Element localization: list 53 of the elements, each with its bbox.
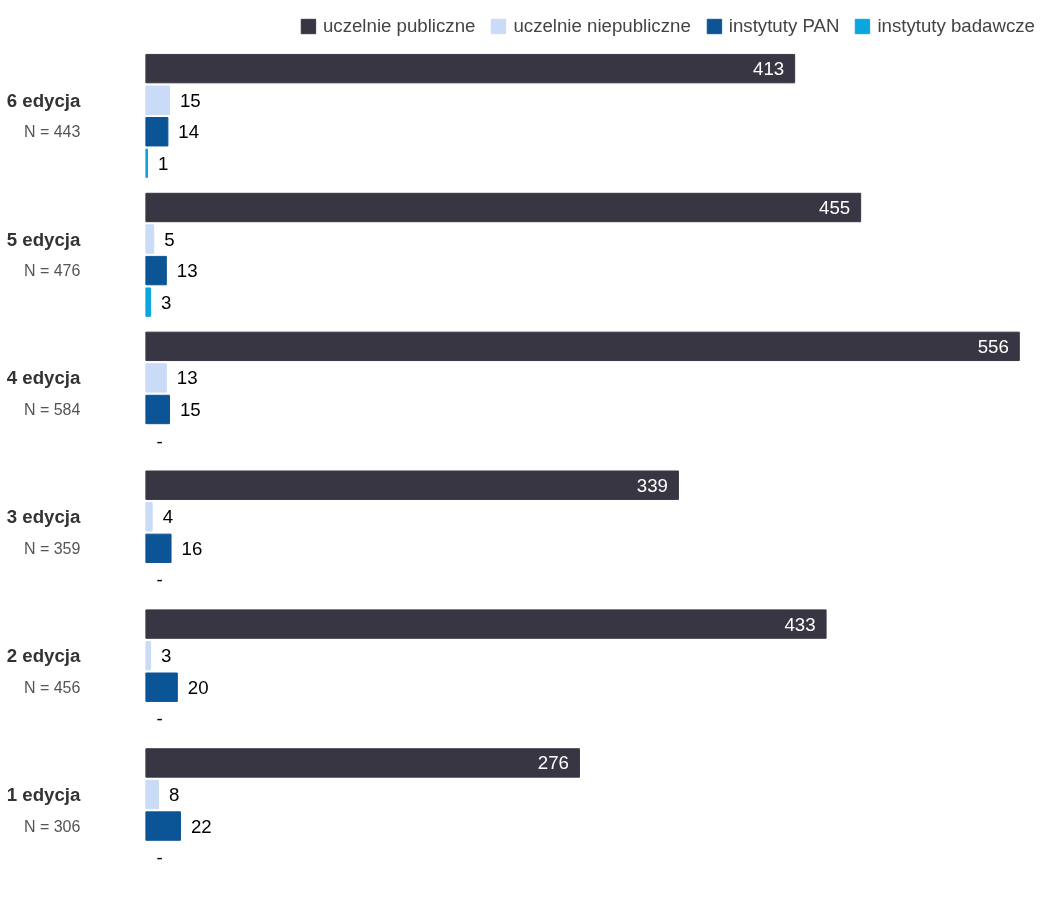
data-label: 4 bbox=[162, 506, 174, 528]
bar bbox=[145, 748, 580, 778]
data-label: 5 bbox=[164, 228, 175, 250]
bar bbox=[145, 394, 170, 425]
bar bbox=[145, 811, 181, 841]
data-label: 15 bbox=[179, 398, 201, 420]
bar bbox=[145, 672, 178, 702]
data-label: 455 bbox=[819, 196, 851, 218]
bar bbox=[145, 470, 679, 500]
bar bbox=[145, 53, 796, 84]
bar bbox=[145, 331, 1020, 362]
data-label: 20 bbox=[187, 676, 209, 698]
bar bbox=[145, 224, 155, 254]
data-label: 16 bbox=[181, 537, 203, 559]
legend-label: uczelnie niepubliczne bbox=[513, 15, 691, 37]
text: - bbox=[156, 430, 163, 452]
data-label: 556 bbox=[977, 335, 1009, 357]
bar bbox=[145, 533, 172, 564]
y-tick-label: 1 edycja N = 306 bbox=[6, 784, 82, 835]
bar bbox=[145, 779, 159, 810]
bar bbox=[145, 192, 862, 223]
bar bbox=[145, 363, 167, 393]
y-tick-label: 6 edycja N = 443 bbox=[6, 89, 82, 141]
y-tick-label: 2 edycja N = 456 bbox=[6, 645, 82, 696]
data-label: 433 bbox=[784, 613, 816, 635]
data-label: 3 bbox=[161, 645, 172, 667]
legend-label: uczelnie publiczne bbox=[322, 15, 476, 37]
legend-label: instytuty PAN bbox=[728, 15, 840, 37]
bar bbox=[145, 640, 152, 671]
data-label: 22 bbox=[190, 815, 212, 837]
data-label: 1 bbox=[157, 152, 169, 174]
text: - bbox=[156, 708, 163, 730]
bar bbox=[145, 85, 170, 115]
data-label: 339 bbox=[636, 474, 668, 496]
y-tick-label: 3 edycja N = 359 bbox=[6, 506, 82, 557]
data-label: 13 bbox=[176, 367, 198, 389]
bar bbox=[145, 117, 169, 147]
text: - bbox=[156, 569, 163, 591]
y-tick-label: 4 edycja N = 584 bbox=[6, 367, 82, 418]
data-label: 14 bbox=[178, 121, 200, 143]
text: - bbox=[156, 847, 163, 869]
y-tick-label: 5 edycja N = 476 bbox=[6, 228, 82, 280]
data-label: 276 bbox=[537, 752, 569, 774]
data-label: 3 bbox=[161, 291, 172, 313]
data-label: 413 bbox=[753, 58, 785, 80]
bar bbox=[145, 502, 153, 532]
legend-label: instytuty badawcze bbox=[877, 15, 1035, 37]
data-label: 13 bbox=[176, 260, 198, 282]
data-label: 8 bbox=[168, 784, 180, 806]
bar bbox=[145, 287, 152, 317]
bar bbox=[145, 609, 827, 639]
data-label: 15 bbox=[179, 89, 201, 111]
bar bbox=[145, 255, 167, 286]
